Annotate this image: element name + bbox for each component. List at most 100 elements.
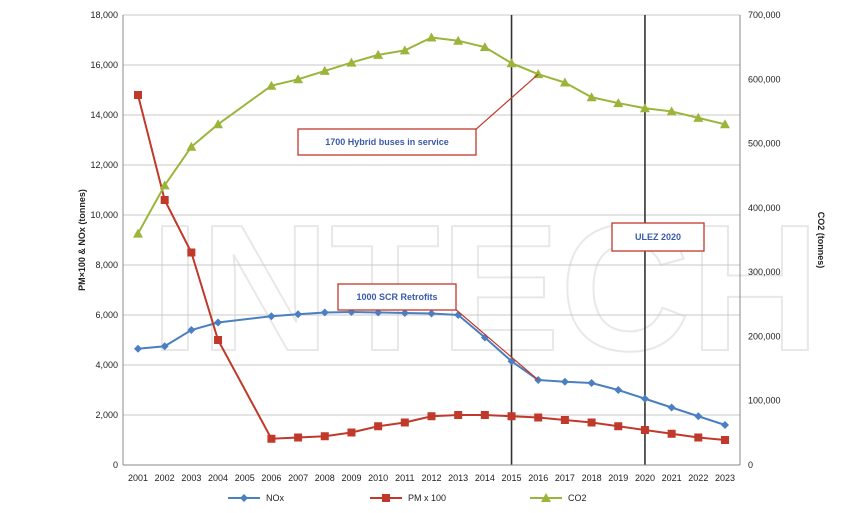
data-point [294,433,303,442]
legend-swatch-marker [240,494,248,502]
data-point [133,228,143,238]
series-line [137,36,726,235]
annotation-text: 1000 SCR Retrofits [356,292,437,302]
series-line [137,94,726,441]
x-tick-label: 2008 [315,473,335,483]
data-point [213,119,224,129]
y-right-axis-title: CO2 (tonnes) [816,212,826,269]
data-point [427,412,436,421]
y-left-tick-label: 6,000 [95,310,118,320]
data-point [320,432,329,441]
data-point [427,309,436,318]
data-point [399,45,410,55]
x-tick-label: 2017 [555,473,575,483]
x-tick-label: 2013 [448,473,468,483]
annotation-box [611,222,705,252]
legend-label: PM x 100 [408,493,446,503]
data-point [214,336,223,344]
y-left-tick-label: 14,000 [90,110,118,120]
data-point [613,98,624,108]
x-tick-label: 2005 [235,473,255,483]
annotation: 1000 SCR Retrofits [337,283,539,381]
series-line [137,310,726,426]
x-tick-label: 2003 [181,473,201,483]
x-tick-label: 2015 [502,473,522,483]
data-point [374,422,383,431]
legend-swatch-marker [382,494,390,502]
y-left-axis-title: PM×100 & NOx (tonnes) [77,189,87,291]
y-left-tick-label: 12,000 [90,160,118,170]
data-point [506,58,517,68]
data-point [614,422,623,431]
y-left-tick-label: 8,000 [95,260,118,270]
x-tick-label: 2014 [475,473,495,483]
legend-entry: CO2 [530,493,587,503]
x-tick-label: 2001 [128,473,148,483]
y-right-tick-label: 100,000 [748,396,781,406]
data-point [373,49,384,59]
legend-swatch-marker [541,493,551,502]
data-point [453,35,464,45]
data-point [160,342,169,351]
data-point [667,429,676,438]
y-left-tick-label: 18,000 [90,10,118,20]
data-point [694,433,703,442]
annotations: 1700 Hybrid buses in service 1000 SCR Ret… [297,73,705,381]
x-tick-label: 2007 [288,473,308,483]
data-point [560,416,569,424]
data-point [267,434,276,443]
data-point [160,196,169,204]
data-point [400,309,409,317]
x-tick-label: 2020 [635,473,655,483]
data-point [319,65,330,75]
legend: NOx PM x 100 CO2 [228,493,587,503]
x-tick-label: 2010 [368,473,388,483]
annotation-text: ULEZ 2020 [635,232,681,242]
data-point [134,91,142,99]
y-right-tick-label: 0 [748,460,753,470]
data-point [587,418,596,427]
data-point [694,412,703,421]
data-point [293,74,304,84]
annotation-text: 1700 Hybrid buses in service [325,137,449,147]
x-tick-label: 2023 [715,473,735,483]
annotation-box [297,128,477,156]
series-pm-x-100 [134,91,729,444]
data-point [666,106,677,116]
data-point [667,403,676,412]
data-point [267,312,276,321]
x-tick-label: 2009 [341,473,361,483]
y-right-tick-label: 300,000 [748,267,781,277]
series-co2 [133,32,730,238]
annotation-leader [473,73,539,132]
series-layer [133,32,730,444]
watermark: INTECH [150,188,820,389]
data-point [640,426,649,434]
data-point [294,310,303,319]
data-point [266,80,277,90]
data-point [720,119,730,129]
data-point [134,344,142,353]
x-tick-label: 2012 [421,473,441,483]
data-point [693,112,704,122]
data-point [214,318,223,327]
annotation-leader [453,307,539,381]
x-tick-label: 2018 [582,473,602,483]
data-point [187,326,196,334]
y-right-tick-label: 200,000 [748,331,781,341]
y-right-tick-label: 600,000 [748,74,781,84]
data-point [454,411,463,419]
gridlines [123,14,740,466]
legend-label: NOx [266,493,285,503]
x-tick-label: 2022 [688,473,708,483]
annotation: 1700 Hybrid buses in service [297,73,539,156]
x-tick-label: 2006 [261,473,281,483]
series-nox [134,308,729,429]
y-left-tick-label: 0 [113,460,118,470]
data-point [320,308,329,317]
y-left-tick-label: 16,000 [90,60,118,70]
legend-label: CO2 [568,493,587,503]
data-point [559,77,570,87]
data-point [614,386,623,394]
